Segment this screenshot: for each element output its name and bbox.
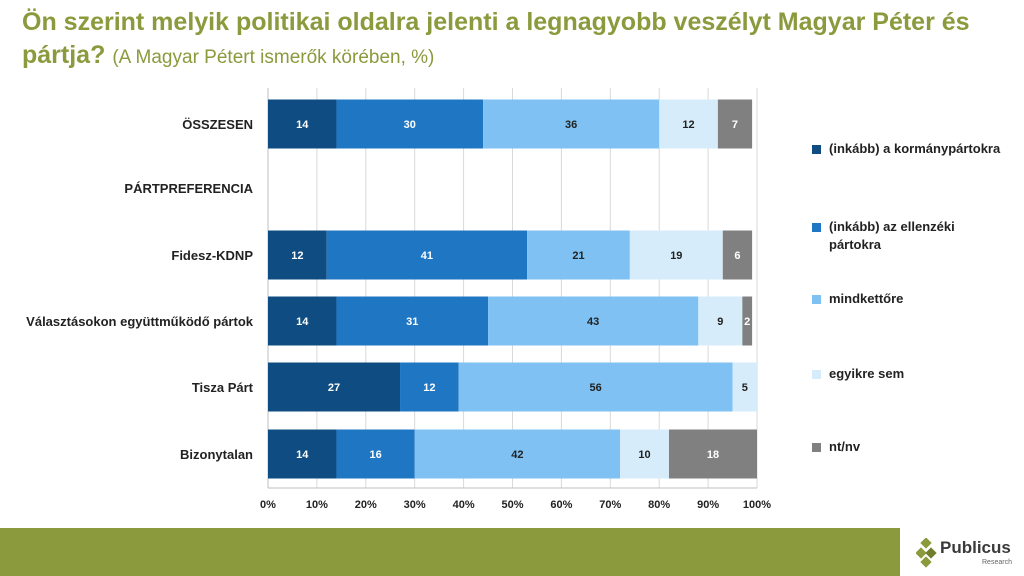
bar-segment (268, 362, 401, 412)
data-label: 42 (511, 449, 523, 461)
bar-segment (742, 296, 753, 346)
legend-label: egyikre sem (829, 366, 905, 381)
bar-segment (620, 429, 669, 479)
data-label: 9 (717, 316, 723, 328)
publicus-logo: Publicus Research (916, 534, 1024, 574)
x-tick-label: 10% (306, 499, 328, 511)
x-tick-label: 90% (697, 499, 719, 511)
bar-segment (483, 99, 660, 149)
data-label: 16 (369, 449, 381, 461)
bar-segment (458, 362, 733, 412)
legend-label: nt/nv (829, 439, 861, 454)
legend-item: (inkább) az ellenzéki pártokra (812, 218, 1004, 254)
data-label: 7 (732, 119, 738, 131)
title-subtitle: (A Magyar Pétert ismerők körében, %) (112, 47, 435, 68)
data-label: 56 (590, 382, 602, 394)
bar-segment (527, 230, 630, 280)
data-label: 14 (296, 449, 309, 461)
x-tick-label: 30% (404, 499, 426, 511)
data-label: 36 (565, 119, 577, 131)
x-tick-label: 40% (453, 499, 475, 511)
bar-segment (268, 230, 327, 280)
bar-segment (326, 230, 528, 280)
data-label: 2 (744, 316, 750, 328)
data-label: 12 (423, 382, 435, 394)
bar-segment (659, 99, 718, 149)
data-label: 19 (670, 250, 682, 262)
x-tick-label: 80% (648, 499, 670, 511)
x-tick-label: 60% (550, 499, 572, 511)
data-label: 14 (296, 119, 309, 131)
bar-segment (698, 296, 743, 346)
category-label: ÖSSZESEN (182, 117, 253, 132)
data-label: 5 (742, 382, 748, 394)
data-label: 12 (291, 250, 303, 262)
data-label: 6 (734, 250, 740, 262)
data-label: 14 (296, 316, 309, 328)
bar-segment (336, 99, 484, 149)
bar-segment (488, 296, 699, 346)
logo-name: Publicus (940, 538, 1011, 557)
x-tick-label: 0% (260, 499, 276, 511)
legend-item: (inkább) a kormánypártokra (812, 140, 1004, 158)
bar-segment (268, 429, 337, 479)
category-label: Tisza Párt (192, 380, 254, 395)
legend-item: egyikre sem (812, 365, 1004, 383)
data-label: 43 (587, 316, 599, 328)
bar-segment (268, 296, 337, 346)
data-label: 18 (707, 449, 719, 461)
chart-title: Ön szerint melyik politikai oldalra jele… (22, 6, 1012, 74)
logo-tagline: Research (982, 559, 1012, 566)
bar-segment (414, 429, 621, 479)
legend-item: mindkettőre (812, 290, 1004, 308)
bar-segment (336, 296, 489, 346)
data-label: 27 (328, 382, 340, 394)
category-label: Fidesz-KDNP (171, 248, 253, 263)
data-label: 21 (572, 250, 584, 262)
legend-label: mindkettőre (829, 291, 904, 306)
category-label: Bizonytalan (180, 447, 253, 462)
legend-swatch (812, 295, 821, 304)
x-tick-label: 70% (599, 499, 621, 511)
legend-swatch (812, 145, 821, 154)
legend-swatch (812, 443, 821, 452)
footer-bar (0, 528, 900, 576)
bar-segment (336, 429, 415, 479)
category-label: Választásokon együttműködő pártok (26, 314, 254, 329)
legend-label: (inkább) a kormánypártokra (829, 141, 1001, 156)
data-label: 10 (638, 449, 650, 461)
bar-segment (400, 362, 459, 412)
data-label: 41 (421, 250, 433, 262)
legend-swatch (812, 223, 821, 232)
data-label: 31 (406, 316, 418, 328)
category-label: PÁRTPREFERENCIA (124, 181, 253, 196)
bar-segment (722, 230, 753, 280)
legend-swatch (812, 370, 821, 379)
bar-segment (717, 99, 753, 149)
legend-item: nt/nv (812, 438, 1004, 456)
bar-segment (668, 429, 757, 479)
data-label: 30 (404, 119, 416, 131)
x-tick-label: 100% (743, 499, 771, 511)
publicus-logo-icon (916, 538, 937, 568)
data-label: 12 (682, 119, 694, 131)
bar-segment (732, 362, 757, 412)
bar-segment (629, 230, 723, 280)
x-tick-label: 20% (355, 499, 377, 511)
title-main: Ön szerint melyik politikai oldalra jele… (22, 8, 970, 69)
bar-segment (268, 99, 337, 149)
legend-label: (inkább) az ellenzéki pártokra (829, 219, 955, 252)
x-tick-label: 50% (501, 499, 523, 511)
